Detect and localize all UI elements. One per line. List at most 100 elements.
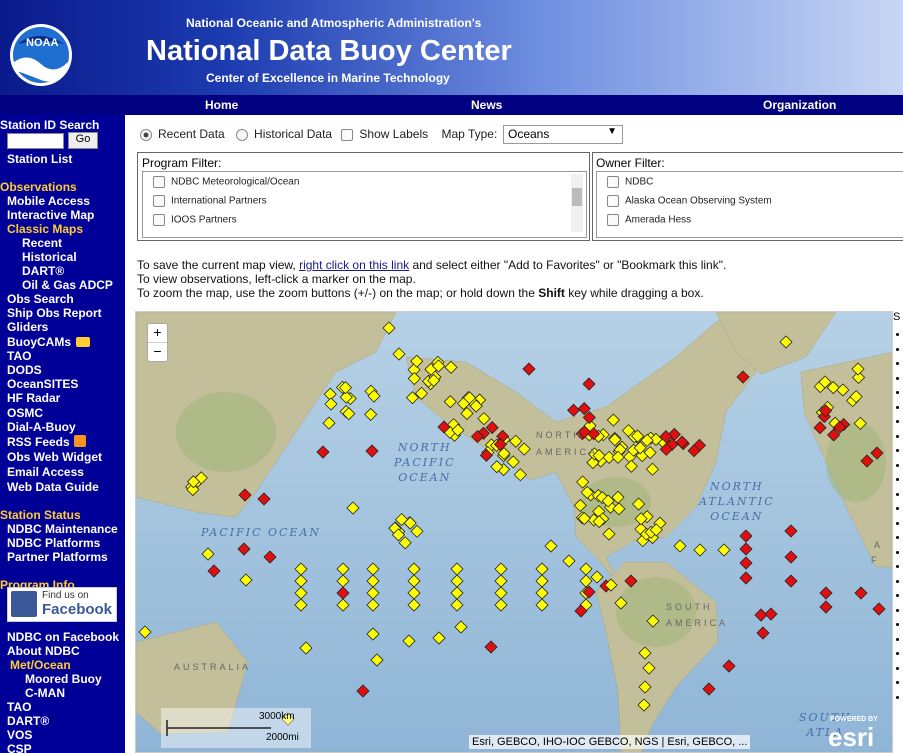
station-marker[interactable] [201,547,215,561]
station-marker[interactable] [338,381,353,395]
checkbox[interactable] [153,195,165,207]
station-marker[interactable] [608,433,622,447]
station-marker[interactable] [342,407,356,421]
station-marker[interactable] [239,573,253,587]
station-marker[interactable] [454,620,468,634]
filter-option[interactable]: NDBC Meteorological/Ocean [153,176,299,188]
bookmark-link[interactable]: right click on this link [299,258,410,272]
station-marker[interactable] [567,403,581,417]
checkbox[interactable] [153,214,165,226]
station-marker[interactable] [687,444,701,458]
station-marker[interactable] [854,586,868,600]
sidebar-link[interactable]: RSS Feeds [7,434,70,449]
station-marker[interactable] [624,574,638,588]
station-marker[interactable] [391,528,405,542]
station-marker[interactable] [336,598,350,612]
station-marker[interactable] [574,604,588,618]
station-marker[interactable] [624,459,638,473]
checkbox[interactable] [607,195,619,207]
station-marker[interactable] [364,407,378,421]
station-marker[interactable] [370,653,384,667]
station-marker[interactable] [294,598,308,612]
sidebar-link[interactable]: Met/Ocean [10,657,71,672]
radio-label[interactable]: Recent Data [158,127,225,141]
station-marker[interactable] [324,397,338,411]
station-marker[interactable] [693,543,707,557]
nav-link[interactable]: Organization [763,98,837,112]
station-marker[interactable] [784,550,798,564]
station-marker[interactable] [826,381,840,395]
sidebar-link[interactable]: VOS [7,727,33,742]
filter-option[interactable]: Alaska Ocean Observing System [607,195,772,207]
station-marker[interactable] [186,482,200,497]
sidebar-link[interactable]: BuoyCAMs [7,334,72,349]
radio-label[interactable]: Historical Data [254,127,333,141]
station-marker[interactable] [851,370,866,385]
sidebar-link[interactable]: Classic Maps [7,222,84,236]
filter-list[interactable]: NDBC Alaska Ocean Observing System Amerada… [596,171,903,238]
scrollbar[interactable] [571,174,583,232]
station-marker[interactable] [784,574,798,588]
station-marker[interactable] [444,360,458,374]
station-marker[interactable] [365,444,379,458]
station-marker[interactable] [506,455,520,469]
zoom-out[interactable]: − [153,343,162,359]
station-marker[interactable] [410,524,424,538]
camera-icon[interactable] [76,336,90,347]
station-marker[interactable] [462,391,477,405]
station-marker[interactable] [485,421,499,435]
option-label[interactable]: NDBC [625,176,654,188]
station-marker[interactable] [739,556,753,570]
option-label[interactable]: NDBC Meteorological/Ocean [171,176,300,188]
sidebar-link[interactable]: Obs Web Widget [7,449,103,464]
sidebar-link[interactable]: OSMC [7,405,43,420]
station-marker[interactable] [754,608,768,622]
noaa-logo[interactable] [8,22,74,88]
station-marker[interactable] [717,543,731,557]
sidebar-link[interactable]: DART® [7,713,50,728]
station-marker[interactable] [614,596,628,610]
sidebar-link[interactable]: Historical [22,250,77,264]
station-marker[interactable] [138,625,152,639]
sidebar-link[interactable]: CSP [7,741,32,753]
station-marker[interactable] [443,395,457,409]
station-marker[interactable] [207,564,221,578]
station-marker[interactable] [263,550,277,564]
station-marker[interactable] [402,634,416,648]
station-marker[interactable] [659,442,673,456]
station-marker[interactable] [722,659,736,673]
filter-option[interactable]: IOOS Partners [153,214,237,226]
station-marker[interactable] [469,399,483,413]
station-marker[interactable] [451,423,465,437]
rss-icon[interactable] [74,434,86,447]
map-canvas[interactable] [136,312,893,753]
checkbox[interactable] [607,214,619,226]
station-marker[interactable] [522,362,536,376]
station-marker[interactable] [394,512,409,527]
station-marker[interactable] [410,354,424,368]
station-marker[interactable] [562,554,576,568]
station-marker[interactable] [238,488,252,502]
sidebar-link[interactable]: Ship Obs Report [7,306,102,321]
station-marker[interactable] [702,682,716,696]
station-marker[interactable] [860,454,874,468]
sidebar-link[interactable]: Gliders [7,320,49,335]
station-marker[interactable] [497,447,511,461]
checkbox[interactable] [341,128,354,141]
station-marker[interactable] [819,600,833,614]
station-marker[interactable] [632,497,646,511]
station-marker[interactable] [257,492,271,506]
station-marker[interactable] [414,386,429,400]
station-marker[interactable] [606,413,620,427]
esri-logo[interactable]: esri [828,722,875,752]
station-marker[interactable] [281,712,295,726]
sidebar-link[interactable]: Recent [22,236,63,250]
station-marker[interactable] [833,420,847,434]
sidebar-link[interactable]: NDBC Platforms [7,535,101,550]
station-marker[interactable] [779,335,793,349]
station-marker[interactable] [577,511,591,526]
station-marker[interactable] [509,434,523,448]
station-marker[interactable] [576,475,590,489]
station-marker[interactable] [649,523,663,537]
station-marker[interactable] [739,571,753,585]
